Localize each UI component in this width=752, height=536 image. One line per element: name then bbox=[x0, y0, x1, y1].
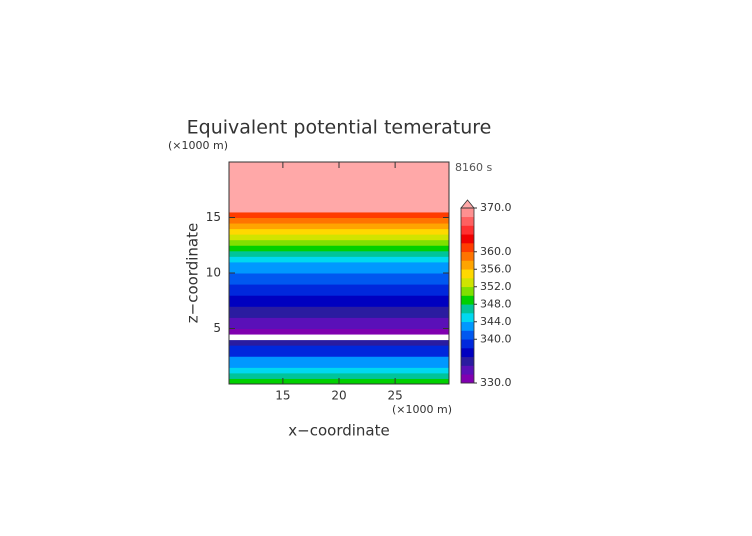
colorbar-band bbox=[461, 348, 474, 358]
colorbar-tick-label: 360.0 bbox=[480, 245, 512, 258]
colorbar-band bbox=[461, 260, 474, 270]
colorbar-band bbox=[461, 225, 474, 235]
chart-title: Equivalent potential temerature bbox=[187, 117, 492, 139]
x-axis-label: x−coordinate bbox=[288, 422, 389, 440]
colorbar-band bbox=[461, 374, 474, 384]
colorbar-band bbox=[461, 216, 474, 226]
contour-band bbox=[229, 334, 449, 341]
x-tick-label: 15 bbox=[275, 389, 290, 403]
colorbar-band bbox=[461, 243, 474, 253]
contour-band bbox=[229, 273, 449, 285]
colorbar-tick-label: 356.0 bbox=[480, 262, 512, 275]
y-tick-label: 10 bbox=[206, 266, 221, 280]
contour-band bbox=[229, 372, 449, 379]
contour-band bbox=[229, 367, 449, 374]
contour-band bbox=[229, 217, 449, 224]
colorbar-band bbox=[461, 208, 474, 218]
colorbar-band bbox=[461, 286, 474, 296]
colorbar-frame bbox=[460, 207, 475, 384]
contour-band bbox=[229, 234, 449, 241]
contour-band bbox=[229, 250, 449, 257]
contour-band bbox=[229, 284, 449, 296]
colorbar-band bbox=[461, 304, 474, 314]
contour-band bbox=[229, 211, 449, 218]
colorbar-tick-label: 344.0 bbox=[480, 315, 512, 328]
contour-band bbox=[229, 339, 449, 346]
colorbar-band bbox=[461, 321, 474, 331]
contour-band bbox=[229, 295, 449, 307]
colorbar-band bbox=[461, 295, 474, 305]
colorbar-band bbox=[461, 251, 474, 261]
colorbar-band bbox=[461, 365, 474, 375]
contour-band bbox=[229, 328, 449, 335]
y-tick-label: 15 bbox=[206, 210, 221, 224]
colorbar-tick-label: 370.0 bbox=[480, 201, 512, 214]
colorbar-tick-label: 340.0 bbox=[480, 332, 512, 345]
colorbar-tick-label: 348.0 bbox=[480, 297, 512, 310]
colorbar-band bbox=[461, 278, 474, 288]
colorbar-tick-label: 352.0 bbox=[480, 280, 512, 293]
contour-band bbox=[229, 345, 449, 357]
contour-band bbox=[229, 245, 449, 252]
colorbar-band bbox=[461, 356, 474, 366]
colorbar-band bbox=[461, 339, 474, 349]
x-unit: (×1000 m) bbox=[392, 403, 452, 416]
contour-band bbox=[229, 256, 449, 263]
contour-band bbox=[229, 306, 449, 318]
contour-band bbox=[229, 261, 449, 274]
time-label: 8160 s bbox=[455, 161, 492, 174]
contour-band bbox=[229, 317, 449, 329]
contour-band bbox=[229, 356, 449, 368]
x-tick-label: 20 bbox=[331, 389, 346, 403]
colorbar-over bbox=[460, 199, 475, 209]
colorbar-band bbox=[461, 330, 474, 340]
y-unit: (×1000 m) bbox=[168, 139, 228, 152]
y-axis-label: z−coordinate bbox=[184, 223, 202, 323]
contour-band bbox=[229, 223, 449, 230]
contour-band bbox=[229, 239, 449, 246]
contour-band bbox=[229, 162, 449, 213]
colorbar-tick-label: 330.0 bbox=[480, 376, 512, 389]
colorbar-band bbox=[461, 313, 474, 323]
x-tick-label: 25 bbox=[387, 389, 402, 403]
y-tick-label: 5 bbox=[213, 321, 221, 335]
contour-band bbox=[229, 228, 449, 235]
colorbar-band bbox=[461, 269, 474, 279]
colorbar-band bbox=[461, 234, 474, 244]
